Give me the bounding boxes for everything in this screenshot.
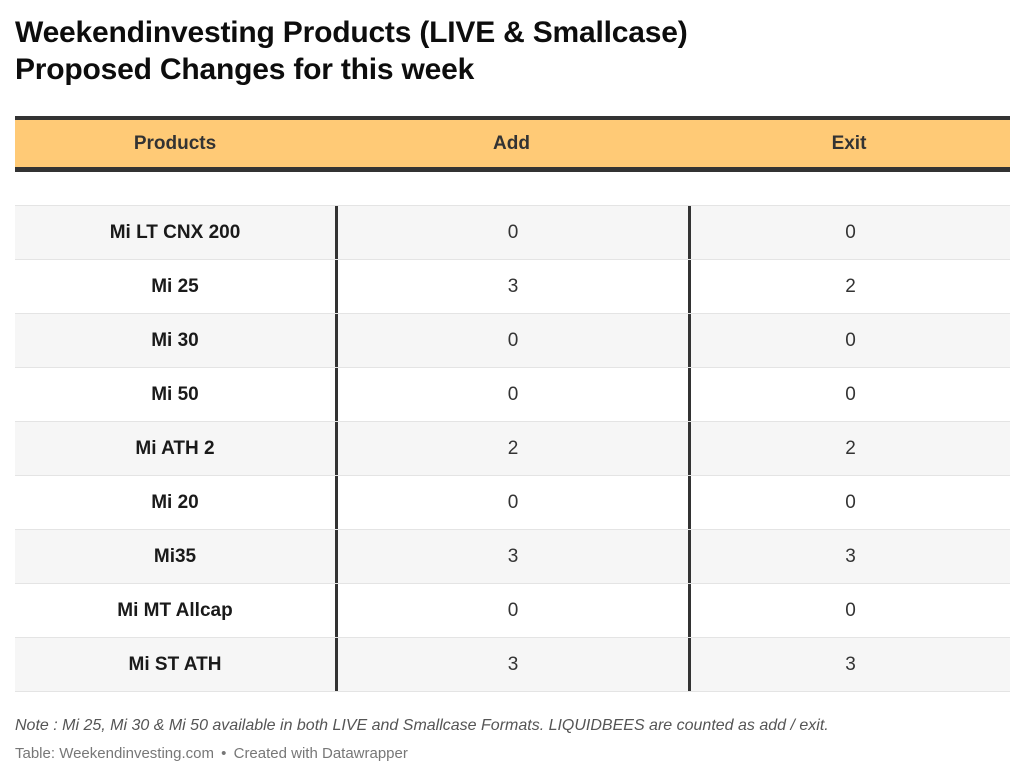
exit-cell: 0 bbox=[688, 314, 1010, 367]
add-cell: 3 bbox=[335, 530, 688, 583]
product-cell: Mi35 bbox=[153, 545, 197, 567]
product-cell: Mi 25 bbox=[151, 275, 199, 297]
table-row: Mi 30 0 0 bbox=[15, 314, 1010, 368]
header-products[interactable]: Products bbox=[133, 132, 217, 154]
exit-cell: 3 bbox=[688, 638, 1010, 691]
product-cell: Mi 50 bbox=[151, 383, 199, 405]
exit-cell: 0 bbox=[688, 206, 1010, 259]
separator-dot: • bbox=[221, 745, 227, 762]
exit-cell: 2 bbox=[688, 422, 1010, 475]
table-header-row: Products Add Exit bbox=[15, 116, 1010, 172]
product-cell: Mi 20 bbox=[151, 491, 199, 513]
page-title: Weekendinvesting Products (LIVE & Smallc… bbox=[15, 14, 1005, 88]
source-text: Table: Weekendinvesting.com bbox=[15, 745, 214, 762]
product-cell: Mi MT Allcap bbox=[117, 599, 233, 621]
product-cell: Mi ATH 2 bbox=[135, 437, 215, 459]
table-note: Note : Mi 25, Mi 30 & Mi 50 available in… bbox=[15, 717, 829, 734]
exit-cell: 0 bbox=[688, 476, 1010, 529]
source-credit: Table: Weekendinvesting.com • Created wi… bbox=[15, 745, 408, 762]
table-row: Mi MT Allcap 0 0 bbox=[15, 584, 1010, 638]
add-cell: 3 bbox=[335, 638, 688, 691]
add-cell: 0 bbox=[335, 368, 688, 421]
header-add[interactable]: Add bbox=[493, 132, 530, 154]
table-row: Mi35 3 3 bbox=[15, 530, 1010, 584]
product-cell: Mi 30 bbox=[151, 329, 199, 351]
header-spacer bbox=[15, 172, 1010, 205]
table-row: Mi ATH 2 2 2 bbox=[15, 422, 1010, 476]
table-row: Mi 50 0 0 bbox=[15, 368, 1010, 422]
exit-cell: 3 bbox=[688, 530, 1010, 583]
exit-cell: 0 bbox=[688, 368, 1010, 421]
add-cell: 3 bbox=[335, 260, 688, 313]
product-cell: Mi LT CNX 200 bbox=[109, 221, 241, 243]
title-line-1: Weekendinvesting Products (LIVE & Smallc… bbox=[15, 16, 688, 49]
add-cell: 0 bbox=[335, 476, 688, 529]
products-table: Products Add Exit Mi LT CNX 200 0 0 Mi 2… bbox=[15, 116, 1010, 692]
title-line-2: Proposed Changes for this week bbox=[15, 53, 475, 86]
add-cell: 2 bbox=[335, 422, 688, 475]
exit-cell: 2 bbox=[688, 260, 1010, 313]
exit-cell: 0 bbox=[688, 584, 1010, 637]
table-row: Mi LT CNX 200 0 0 bbox=[15, 206, 1010, 260]
table-row: Mi 20 0 0 bbox=[15, 476, 1010, 530]
table-row: Mi ST ATH 3 3 bbox=[15, 638, 1010, 692]
table-row: Mi 25 3 2 bbox=[15, 260, 1010, 314]
add-cell: 0 bbox=[335, 314, 688, 367]
product-cell: Mi ST ATH bbox=[128, 653, 222, 675]
credit-text: Created with Datawrapper bbox=[233, 745, 408, 762]
table-body: Mi LT CNX 200 0 0 Mi 25 3 2 Mi 30 0 0 Mi… bbox=[15, 205, 1010, 692]
add-cell: 0 bbox=[335, 206, 688, 259]
add-cell: 0 bbox=[335, 584, 688, 637]
header-exit[interactable]: Exit bbox=[831, 132, 867, 154]
